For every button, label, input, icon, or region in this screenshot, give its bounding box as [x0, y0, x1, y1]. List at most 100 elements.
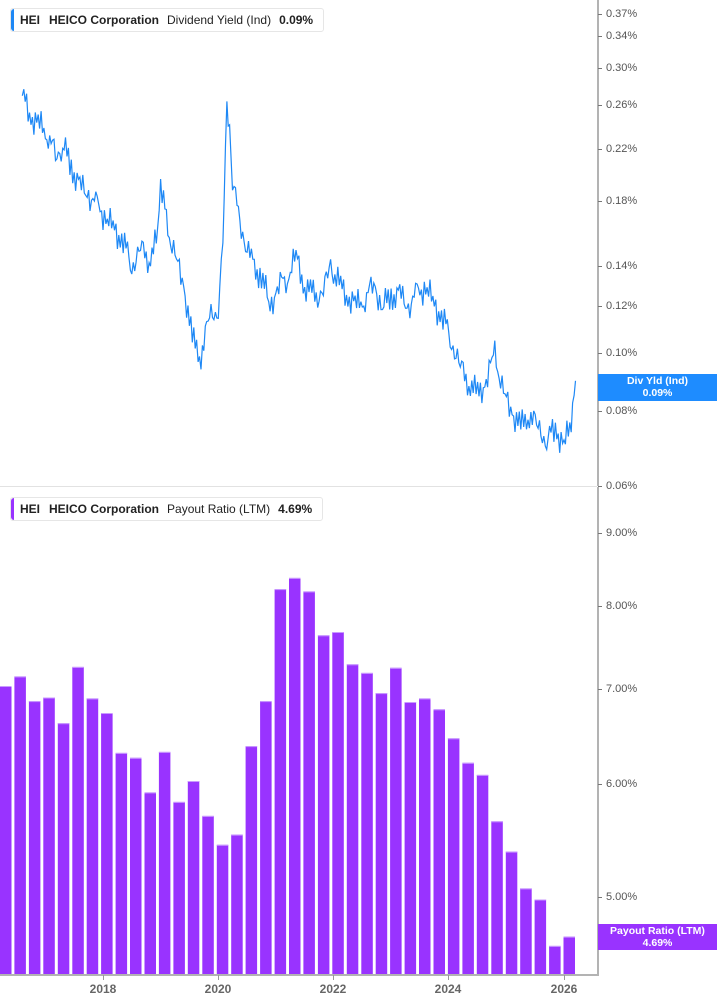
payout-bar	[505, 851, 518, 975]
payout-bar	[404, 702, 417, 975]
payout-bar-top-highlight	[260, 701, 272, 703]
payout-bar	[303, 591, 315, 975]
payout-bar-top-highlight	[43, 697, 55, 699]
x-tick	[333, 975, 334, 980]
legend-accent-bar	[11, 498, 14, 520]
payout-bar-top-highlight	[549, 945, 561, 947]
bottom-y-axis-line	[597, 487, 599, 976]
payout-bar	[173, 801, 185, 975]
x-tick	[218, 975, 219, 980]
payout-bar	[476, 774, 489, 975]
payout-bar	[115, 752, 128, 975]
y-tick	[598, 486, 602, 487]
payout-bar-top-highlight	[274, 589, 287, 591]
dividend-yield-line-chart	[21, 89, 577, 453]
payout-bar	[390, 667, 402, 975]
y-tick-label: 0.18%	[606, 195, 638, 207]
tag-value: 4.69%	[642, 937, 673, 949]
legend-ticker: HEI	[20, 502, 41, 516]
x-axis-line	[0, 974, 599, 976]
payout-bar-top-highlight	[534, 899, 547, 901]
payout-bar-top-highlight	[317, 635, 330, 637]
y-tick-label: 7.00%	[606, 683, 638, 695]
payout-bar-top-highlight	[86, 698, 99, 700]
y-tick	[598, 897, 602, 898]
tag-value: 0.09%	[642, 387, 673, 399]
y-tick-label: 0.26%	[606, 99, 638, 111]
payout-bar	[491, 821, 503, 975]
payout-bar	[216, 844, 229, 975]
payout-bar	[101, 713, 113, 975]
x-tick-label: 2024	[434, 982, 462, 996]
payout-bar-top-highlight	[303, 591, 315, 593]
payout-bar	[231, 834, 243, 975]
y-tick-label: 0.37%	[606, 8, 638, 20]
payout-bar	[346, 664, 359, 975]
legend-accent-bar	[11, 9, 14, 31]
payout-bar	[28, 701, 41, 975]
y-tick	[598, 533, 602, 534]
payout-bar	[433, 709, 445, 975]
payout-bar-top-highlight	[216, 844, 229, 846]
payout-bar-top-highlight	[433, 709, 445, 711]
x-tick	[448, 975, 449, 980]
payout-bar	[361, 672, 373, 975]
payout-bar	[332, 632, 344, 975]
payout-bar	[158, 751, 171, 975]
payout-bar-top-highlight	[346, 664, 359, 666]
legend-metric: Dividend Yield (Ind)	[167, 13, 272, 27]
payout-bar	[14, 676, 26, 975]
x-tick-label: 2018	[89, 982, 117, 996]
tag-label: Payout Ratio (LTM)	[610, 925, 705, 937]
y-tick-label: 0.08%	[606, 405, 638, 417]
payout-bar-top-highlight	[173, 801, 185, 803]
payout-bar	[462, 762, 474, 975]
payout-ratio-legend: HEI HEICO Corporation Payout Ratio (LTM)…	[10, 497, 324, 521]
y-tick	[598, 411, 602, 412]
payout-bar	[245, 746, 258, 975]
payout-bar-top-highlight	[390, 667, 402, 669]
dividend-yield-legend: HEI HEICO Corporation Dividend Yield (In…	[10, 8, 325, 32]
current-yield-tag: Div Yld (Ind) 0.09%	[598, 374, 717, 401]
y-tick-label: 9.00%	[606, 527, 638, 539]
y-tick	[598, 149, 602, 150]
payout-bar-top-highlight	[28, 701, 41, 703]
y-tick	[598, 689, 602, 690]
payout-bar-top-highlight	[101, 713, 113, 714]
payout-bar-top-highlight	[158, 751, 171, 753]
payout-bar-top-highlight	[361, 672, 373, 674]
y-tick-label: 8.00%	[606, 600, 638, 612]
payout-bar-top-highlight	[419, 698, 431, 700]
payout-bar-top-highlight	[505, 851, 518, 853]
payout-bar-top-highlight	[447, 738, 460, 740]
x-tick-label: 2022	[319, 982, 347, 996]
y-tick	[598, 105, 602, 106]
top-y-axis-line	[597, 0, 599, 486]
y-tick-label: 0.10%	[606, 347, 638, 359]
payout-bar-top-highlight	[289, 577, 301, 579]
current-payout-tag: Payout Ratio (LTM) 4.69%	[598, 924, 717, 950]
legend-ticker: HEI	[20, 13, 41, 27]
y-tick-label: 0.14%	[606, 260, 638, 272]
payout-bar-top-highlight	[491, 821, 503, 823]
x-tick-label: 2020	[204, 982, 232, 996]
payout-bar-top-highlight	[115, 752, 128, 754]
legend-metric: Payout Ratio (LTM)	[167, 502, 271, 516]
y-tick	[598, 266, 602, 267]
payout-bar	[187, 781, 200, 975]
payout-bar	[260, 701, 272, 975]
payout-bar	[144, 792, 156, 975]
payout-bar-top-highlight	[202, 815, 214, 817]
payout-bar	[202, 815, 214, 975]
payout-bar-top-highlight	[0, 686, 12, 687]
panel-divider	[0, 486, 597, 487]
legend-company: HEICO Corporation	[49, 13, 160, 27]
x-tick	[564, 975, 565, 980]
payout-bar	[72, 666, 84, 975]
payout-bar-top-highlight	[404, 702, 417, 703]
y-tick-label: 6.00%	[606, 778, 638, 790]
y-tick-label: 0.12%	[606, 300, 638, 312]
payout-bar-top-highlight	[72, 666, 84, 668]
payout-bar	[375, 693, 388, 975]
y-tick	[598, 606, 602, 607]
